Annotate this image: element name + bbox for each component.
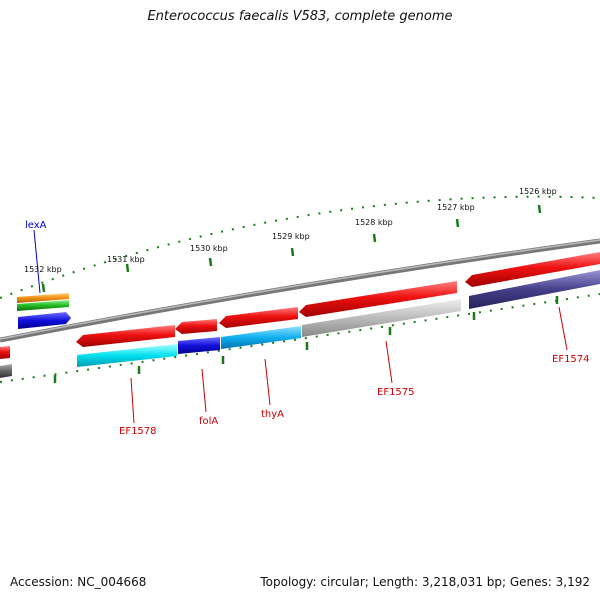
gene-label-lexA[interactable]: lexA <box>25 220 47 231</box>
outer-ruler-dots <box>0 195 600 299</box>
genome-backbone <box>0 238 600 343</box>
gene-orange[interactable] <box>17 293 69 303</box>
gene-EF1575-upper[interactable] <box>299 281 457 317</box>
leader-lexA <box>33 229 41 294</box>
major-tick-1526 <box>537 204 542 214</box>
ruler-label-1529: 1529 kbp <box>272 232 310 241</box>
gene-EF1578[interactable] <box>77 344 177 367</box>
gene-folA[interactable] <box>178 337 220 354</box>
leader-EF1574 <box>558 306 568 351</box>
map-title: Enterococcus faecalis V583, complete gen… <box>147 9 453 24</box>
gene-label-thyA[interactable]: thyA <box>261 409 284 420</box>
gene-dark-left-edge[interactable] <box>0 364 12 378</box>
leader-EF1575 <box>385 340 393 384</box>
leader-EF1578 <box>130 377 135 424</box>
ruler-label-1526: 1526 kbp <box>519 187 557 196</box>
gene-thyA[interactable] <box>221 326 301 349</box>
gene-folA-upper[interactable] <box>175 319 217 334</box>
major-tick-1530 <box>208 257 213 267</box>
ruler-label-1532: 1532 kbp <box>24 265 62 274</box>
gene-EF1574[interactable] <box>469 270 600 309</box>
leader-folA <box>201 368 207 413</box>
gene-EF1578-upper[interactable] <box>76 325 175 347</box>
ruler-label-1528: 1528 kbp <box>355 218 393 227</box>
gene-red-left-edge[interactable] <box>0 346 10 359</box>
gene-label-EF1578[interactable]: EF1578 <box>119 426 157 437</box>
inner-ruler <box>0 293 600 383</box>
major-tick-1531 <box>125 263 130 273</box>
ruler-label-1527: 1527 kbp <box>437 203 475 212</box>
gene-label-EF1574[interactable]: EF1574 <box>552 354 590 365</box>
accession-label: Accession: NC_004668 <box>10 575 147 589</box>
gene-EF1575[interactable] <box>302 299 461 337</box>
genome-summary: Topology: circular; Length: 3,218,031 bp… <box>260 575 590 589</box>
ruler-label-1531: 1531 kbp <box>107 255 145 264</box>
gene-EF1574-upper[interactable] <box>465 252 600 287</box>
genome-backbone-highlight <box>0 239 600 340</box>
gene-green[interactable] <box>17 300 69 311</box>
leader-thyA <box>264 358 271 406</box>
major-tick-1528 <box>372 233 377 243</box>
gene-thyA-upper[interactable] <box>219 307 298 328</box>
gene-label-folA[interactable]: folA <box>199 416 218 427</box>
gene-lexA[interactable] <box>18 312 71 329</box>
major-tick-1532 <box>41 283 46 293</box>
major-tick-1529 <box>290 247 295 257</box>
outer-ruler <box>0 195 600 299</box>
ruler-label-1530: 1530 kbp <box>190 244 228 253</box>
gene-label-EF1575[interactable]: EF1575 <box>377 387 415 398</box>
major-tick-1527 <box>455 218 460 228</box>
